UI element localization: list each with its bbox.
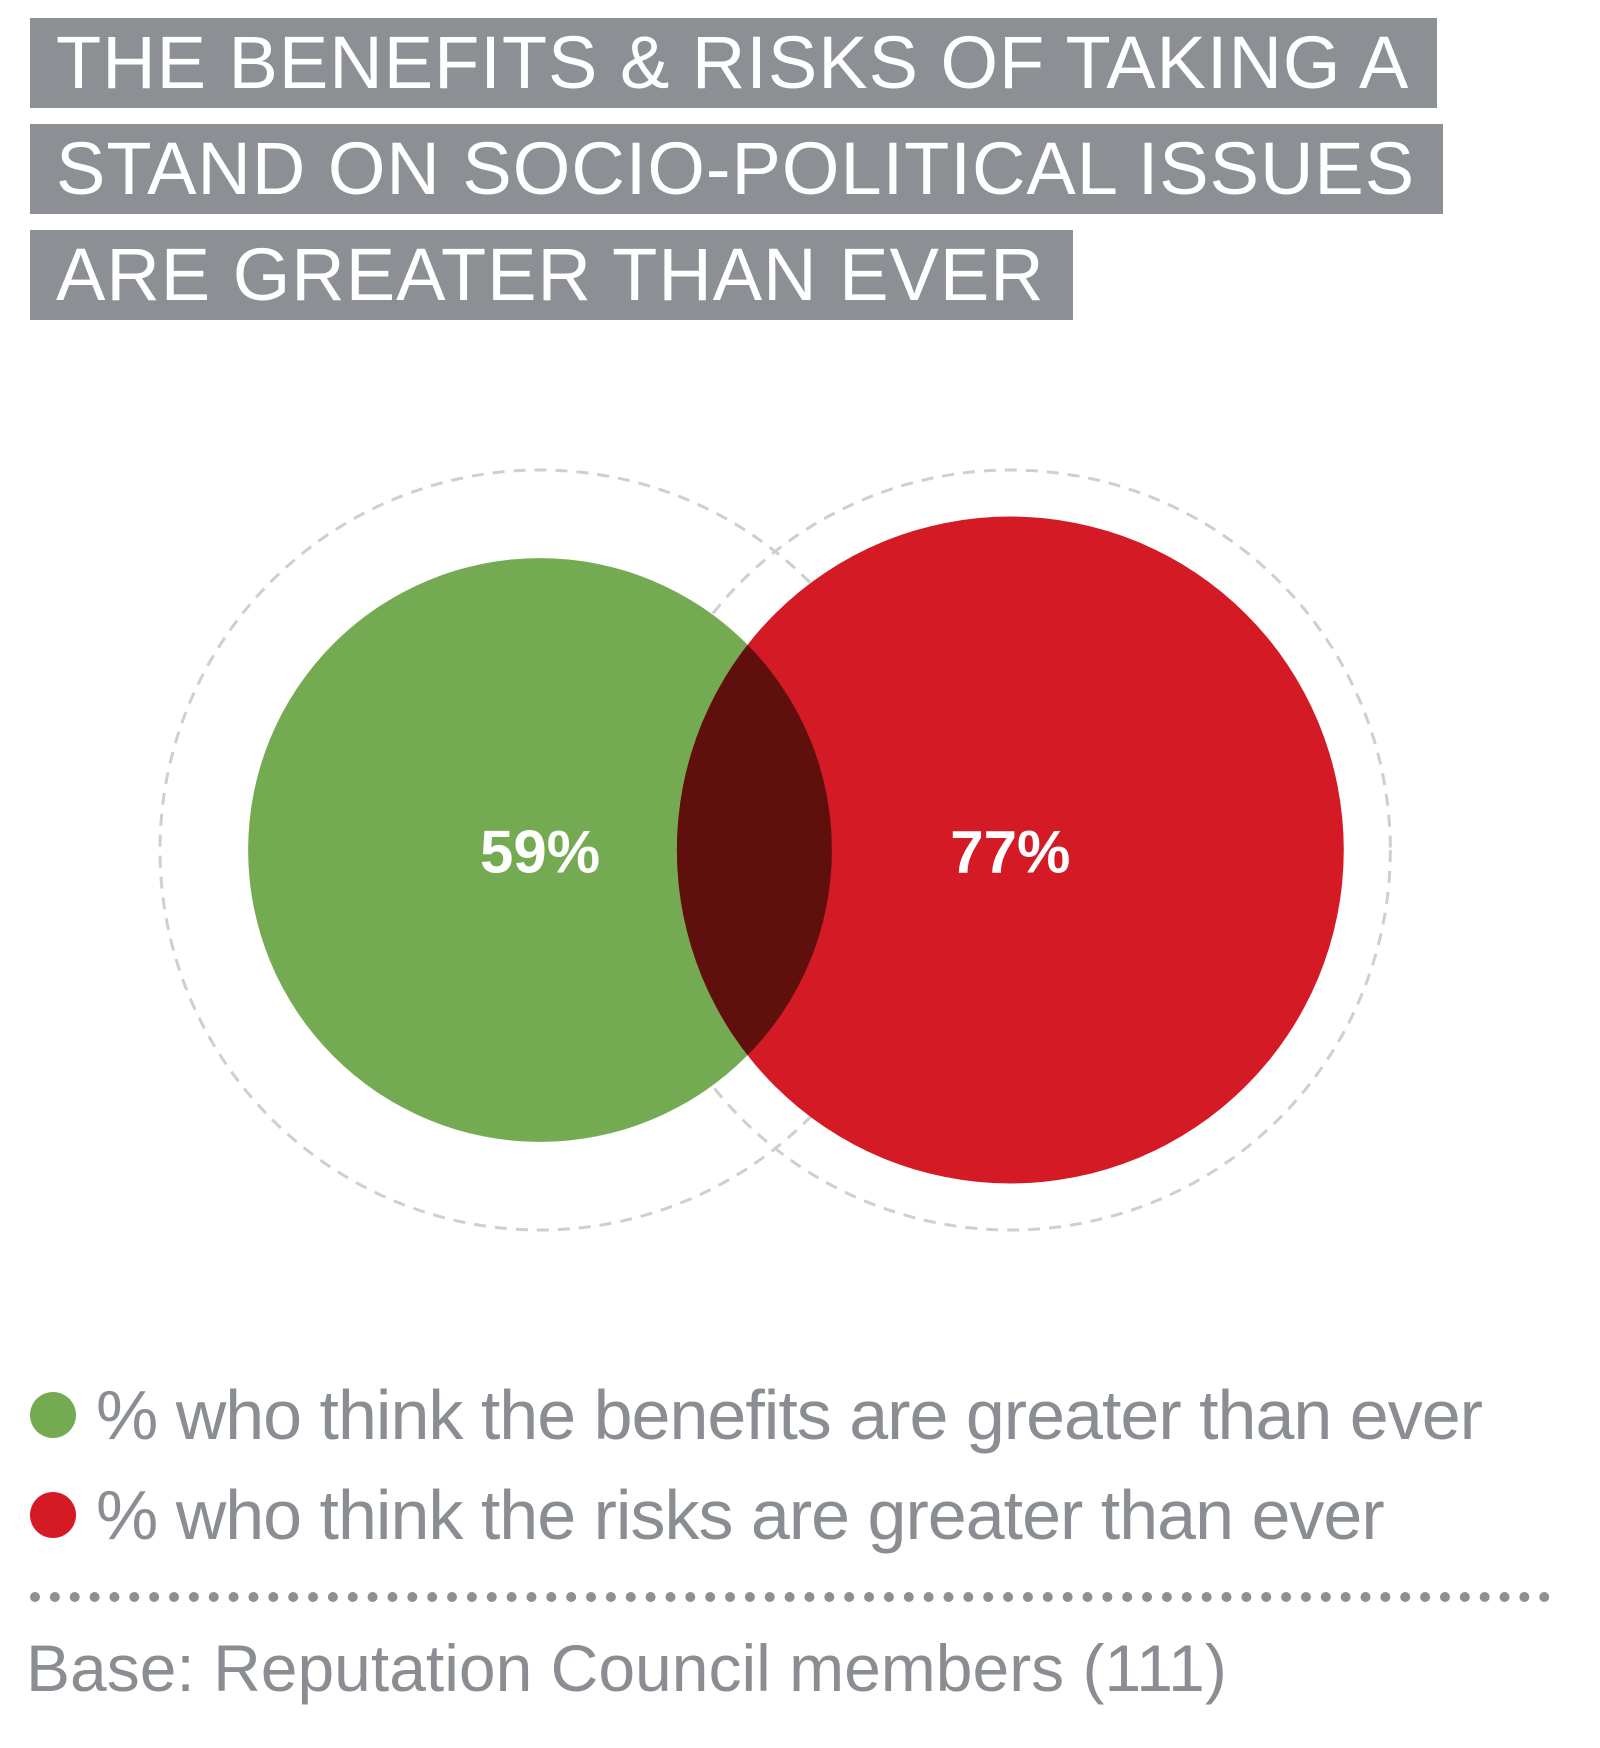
title-line-2: STAND ON SOCIO-POLITICAL ISSUES — [30, 124, 1444, 214]
legend: % who think the benefits are greater tha… — [30, 1365, 1483, 1565]
dotted-divider — [30, 1592, 1550, 1602]
risks-circle — [676, 516, 1344, 1184]
title-block: THE BENEFITS & RISKS OF TAKING A STAND O… — [30, 18, 1444, 336]
risks-value-label: 77% — [950, 819, 1070, 886]
title-line-1: THE BENEFITS & RISKS OF TAKING A — [30, 18, 1438, 108]
benefits-value-label: 59% — [480, 819, 600, 886]
legend-label-benefits: % who think the benefits are greater tha… — [96, 1376, 1483, 1454]
legend-item-benefits: % who think the benefits are greater tha… — [30, 1365, 1483, 1465]
venn-chart: 59% 77% — [158, 468, 1392, 1232]
base-footnote: Base: Reputation Council members (111) — [26, 1631, 1227, 1705]
legend-label-risks: % who think the risks are greater than e… — [96, 1476, 1385, 1554]
legend-dot-green — [30, 1392, 76, 1438]
legend-dot-red — [30, 1492, 76, 1538]
title-line-3: ARE GREATER THAN EVER — [30, 230, 1073, 320]
benefits-circle — [248, 558, 832, 1142]
legend-item-risks: % who think the risks are greater than e… — [30, 1465, 1482, 1565]
reference-circle-right — [628, 468, 1392, 1232]
